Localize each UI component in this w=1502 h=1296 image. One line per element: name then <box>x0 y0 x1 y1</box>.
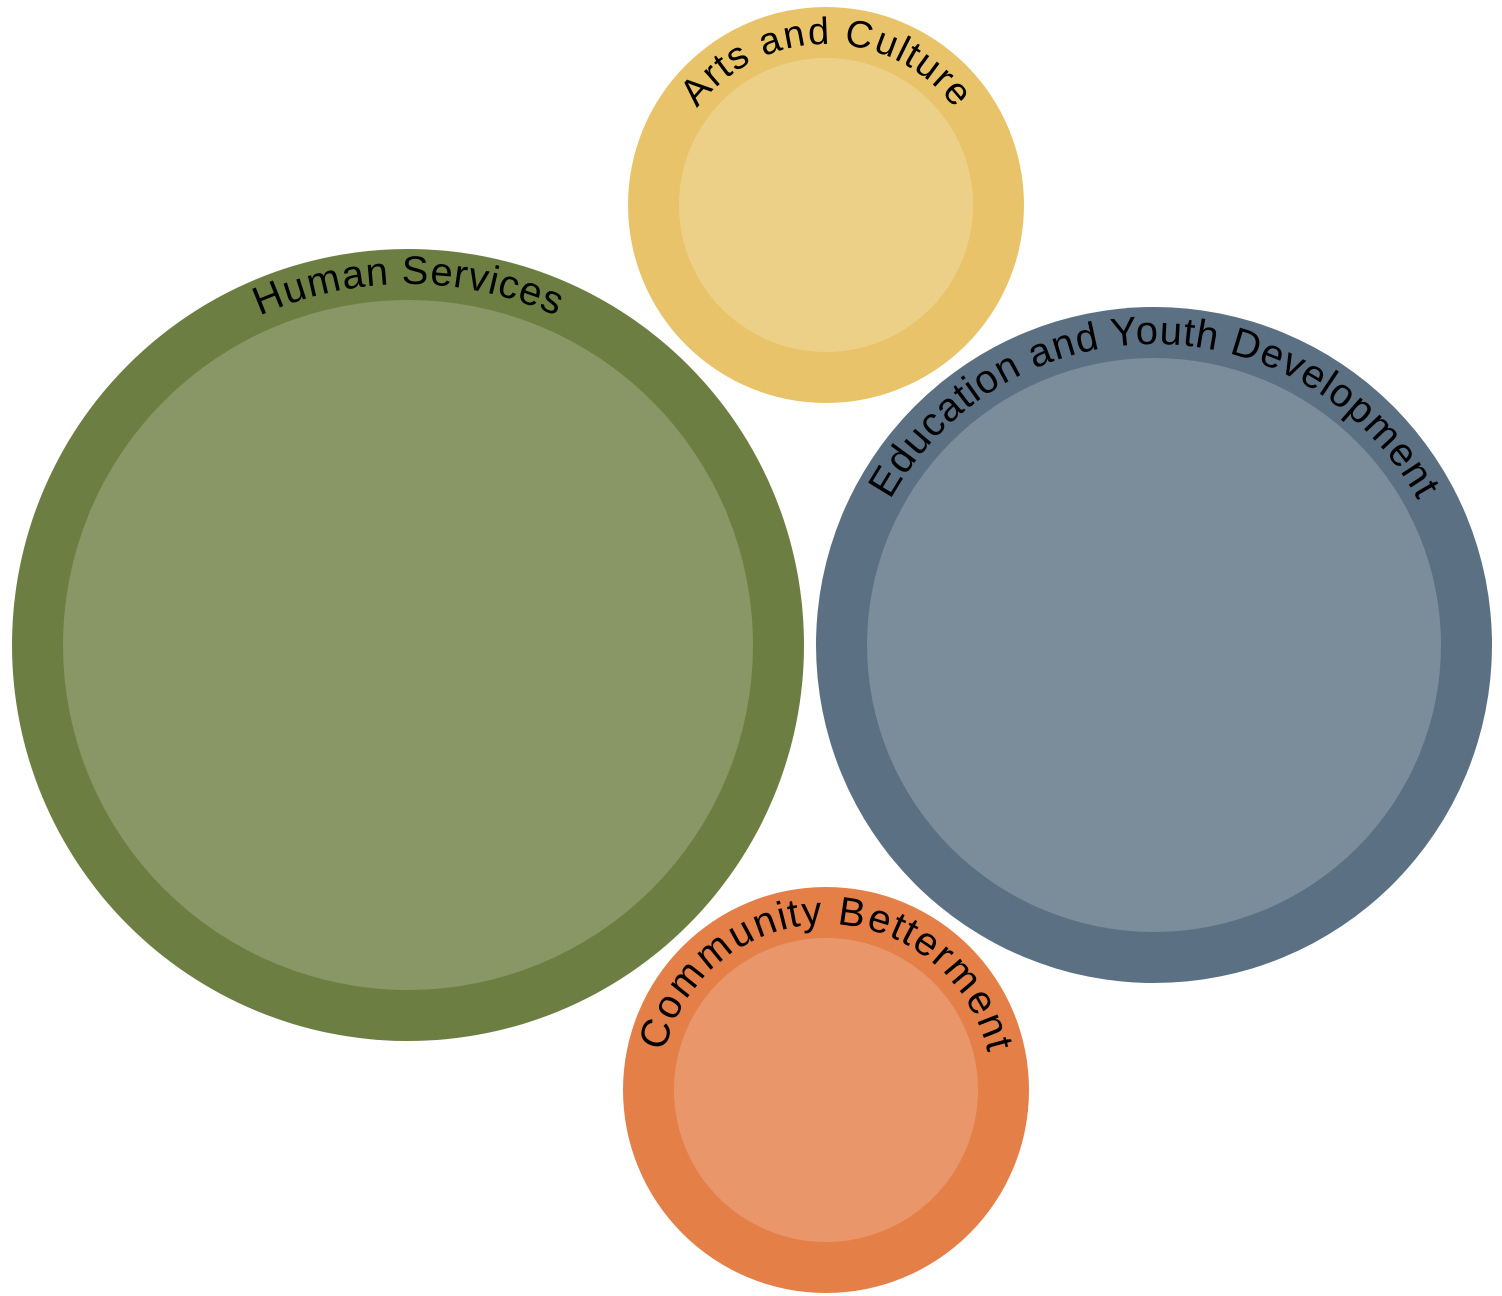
inner-disc-community-betterment <box>674 938 978 1242</box>
inner-disc-education-and-youth-development <box>867 358 1441 932</box>
circle-education-and-youth-development: Education and Youth Development <box>816 307 1492 983</box>
circle-human-services: Human Services <box>12 249 804 1041</box>
inner-disc-arts-and-culture <box>679 58 973 352</box>
circle-arts-and-culture: Arts and Culture <box>628 7 1024 403</box>
inner-disc-human-services <box>63 300 753 990</box>
circle-community-betterment: Community Betterment <box>623 887 1029 1293</box>
